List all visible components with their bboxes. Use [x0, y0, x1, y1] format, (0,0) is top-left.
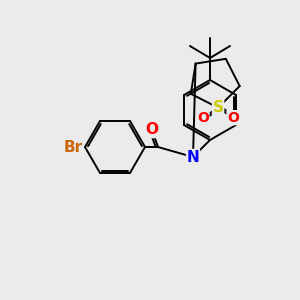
Text: N: N	[187, 149, 200, 164]
Text: S: S	[213, 100, 224, 115]
Text: Br: Br	[64, 140, 83, 154]
Text: O: O	[146, 122, 158, 137]
Text: O: O	[227, 111, 239, 125]
Text: O: O	[197, 111, 209, 125]
